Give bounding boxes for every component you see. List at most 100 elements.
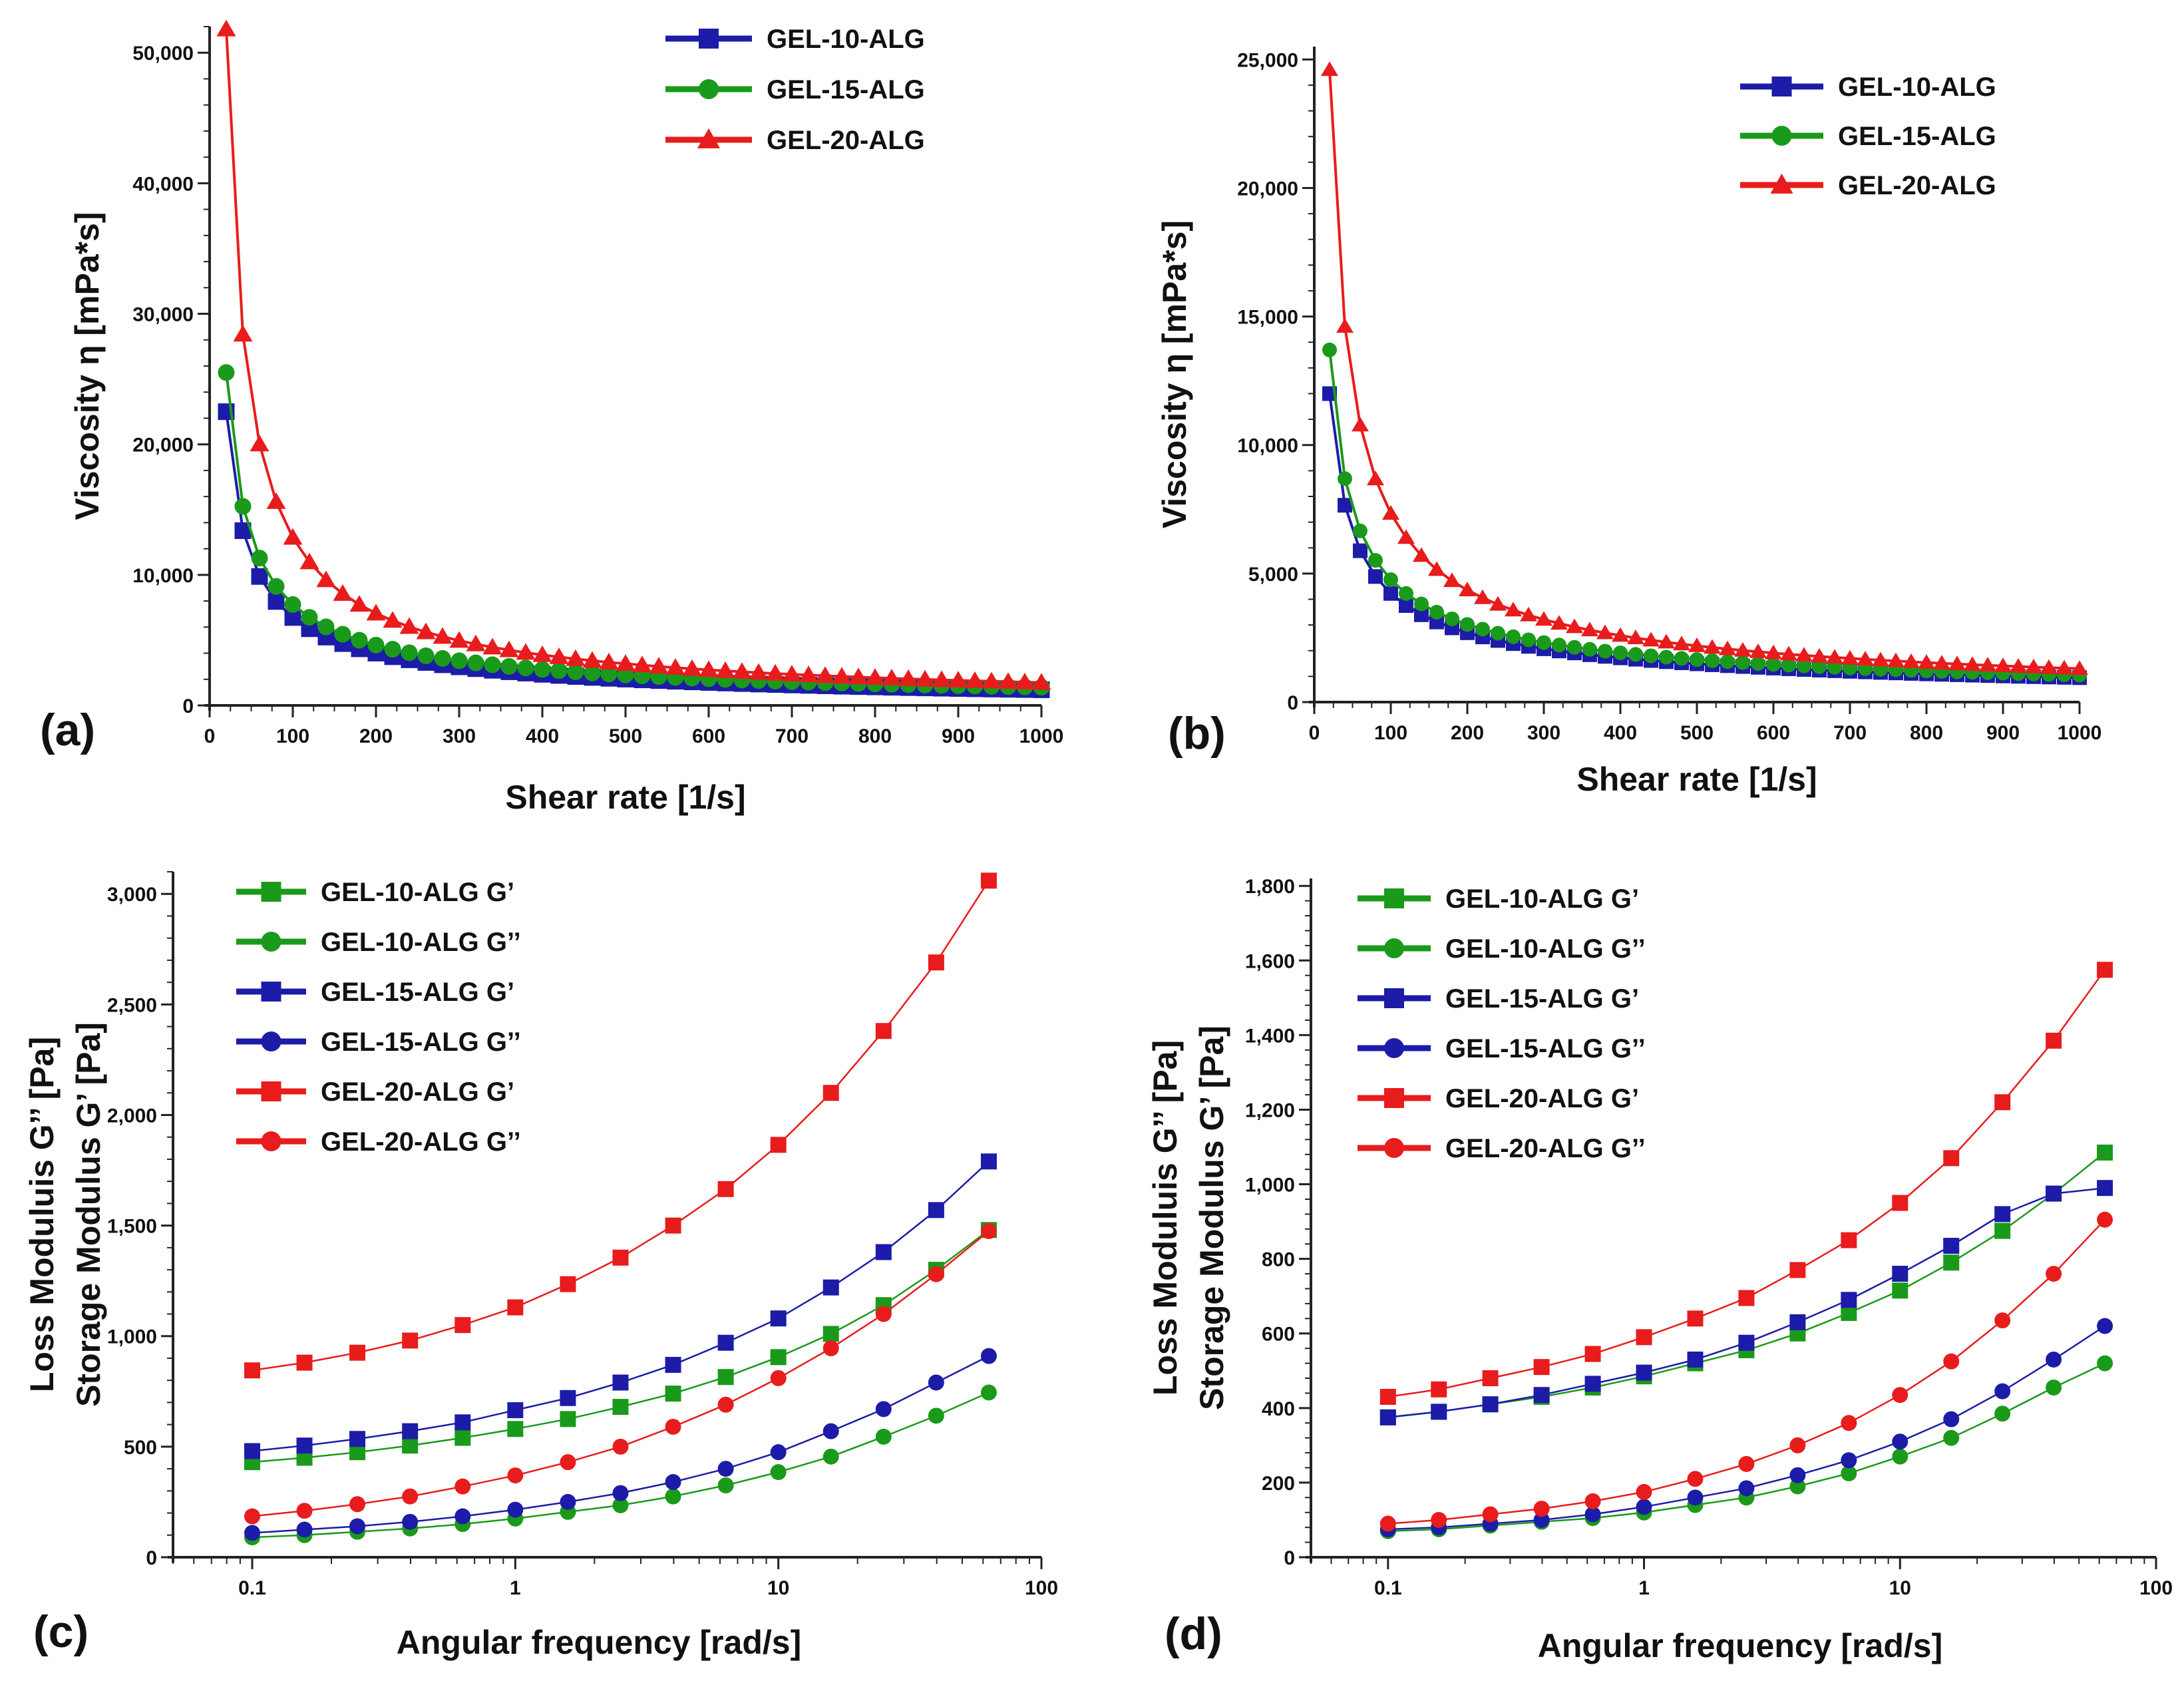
data-point [1533,1387,1550,1404]
x-tick-label: 400 [526,725,559,747]
data-point [1943,1238,1960,1254]
legend-entry: GEL-20-ALG G’’ [236,1127,521,1157]
series-gel-20-alg-g- [1379,1211,2113,1532]
legend-marker [1771,126,1792,146]
data-point [484,656,501,673]
data-point [2056,659,2073,675]
data-point [566,649,586,666]
data-point [351,632,368,649]
data-point [1566,618,1583,634]
series-gel-20-alg-g- [244,872,997,1379]
data-point [782,665,802,681]
data-point [612,1485,629,1501]
data-point [875,1306,892,1322]
data-point [582,651,602,668]
data-point [649,657,669,674]
legend-entry: GEL-10-ALG G’’ [1358,934,1646,964]
data-point [1943,1353,1960,1370]
y-tick-label: 30,000 [132,304,194,326]
x-tick-label: 800 [1910,722,1943,744]
legend-marker [1771,77,1792,96]
data-point [980,1384,997,1401]
data-point [665,1474,681,1491]
data-point [1379,1515,1396,1532]
data-point [467,654,484,671]
data-point [665,1217,681,1234]
data-point [250,435,270,452]
data-point [1751,656,1765,671]
data-point [600,665,618,683]
data-point [865,668,885,685]
legend-marker [261,1081,281,1101]
data-point [1550,615,1568,630]
data-point [1474,589,1491,604]
y-tick-label: 1,400 [1245,1025,1295,1047]
data-point [1735,655,1750,670]
data-point [1811,648,1828,663]
data-point [251,550,268,567]
y-tick-label: 5,000 [1248,564,1298,586]
x-tick-label: 1000 [2058,722,2102,744]
x-tick-label: 200 [359,725,393,747]
data-point [1673,636,1690,651]
data-point [770,1349,787,1366]
x-tick-label: 700 [775,725,809,747]
data-point [299,552,319,570]
data-point [822,1423,839,1439]
data-point [1789,1437,1806,1453]
data-point [449,631,469,648]
data-point [455,1478,471,1495]
data-point [1789,1262,1806,1278]
data-point [334,626,351,643]
series-gel-20-alg-g- [244,1222,997,1525]
data-point [244,1508,261,1525]
data-point [822,1326,839,1342]
data-point [296,1354,313,1371]
x-tick-label: 500 [609,725,642,747]
data-point [1338,498,1352,513]
data-point [1720,654,1735,669]
data-point [1734,642,1751,657]
data-point [682,659,702,676]
y-tick-label: 10,000 [1237,435,1298,457]
legend-label: GEL-15-ALG G’ [321,978,514,1007]
y-tick-label: 200 [1262,1473,1295,1495]
data-point [402,1488,419,1505]
data-point [998,672,1018,689]
data-point [2025,658,2042,673]
legend-label: GEL-15-ALG G’ [1445,984,1639,1014]
data-point [560,1411,576,1427]
data-point [1352,417,1369,432]
data-point [612,1399,629,1415]
data-point [928,1202,944,1218]
data-point [928,1374,944,1391]
chart-panel-a: 0 10,000 20,000 30,000 40,000 50,000 0 100 200 30… [40,19,1063,816]
data-point [455,1317,471,1334]
y-tick-label: 20,000 [1237,178,1298,200]
legend-marker [1770,173,1793,194]
legend-entry: GEL-20-ALG G’ [1358,1084,1639,1113]
data-point [251,568,268,585]
x-tick-label: 300 [443,725,476,747]
data-point [507,1467,524,1484]
data-point [717,1369,734,1386]
y-tick-label: 1,800 [1245,876,1295,898]
data-point [2046,1351,2062,1368]
legend-marker [699,29,719,49]
legend-marker [261,932,281,952]
legend-label: GEL-20-ALG [767,126,925,155]
data-point [980,1153,997,1170]
data-point [1584,1493,1601,1509]
data-point [455,1429,471,1446]
data-point [1431,1404,1447,1420]
data-point [1628,647,1643,662]
data-point [1636,1499,1652,1515]
data-point [1383,586,1398,601]
data-point [451,652,468,669]
data-point [1627,630,1644,645]
data-point [965,671,985,688]
data-point [301,609,318,626]
data-point [1994,1406,2011,1422]
data-point [1738,1334,1755,1351]
y-tick-label: 600 [1262,1324,1295,1346]
